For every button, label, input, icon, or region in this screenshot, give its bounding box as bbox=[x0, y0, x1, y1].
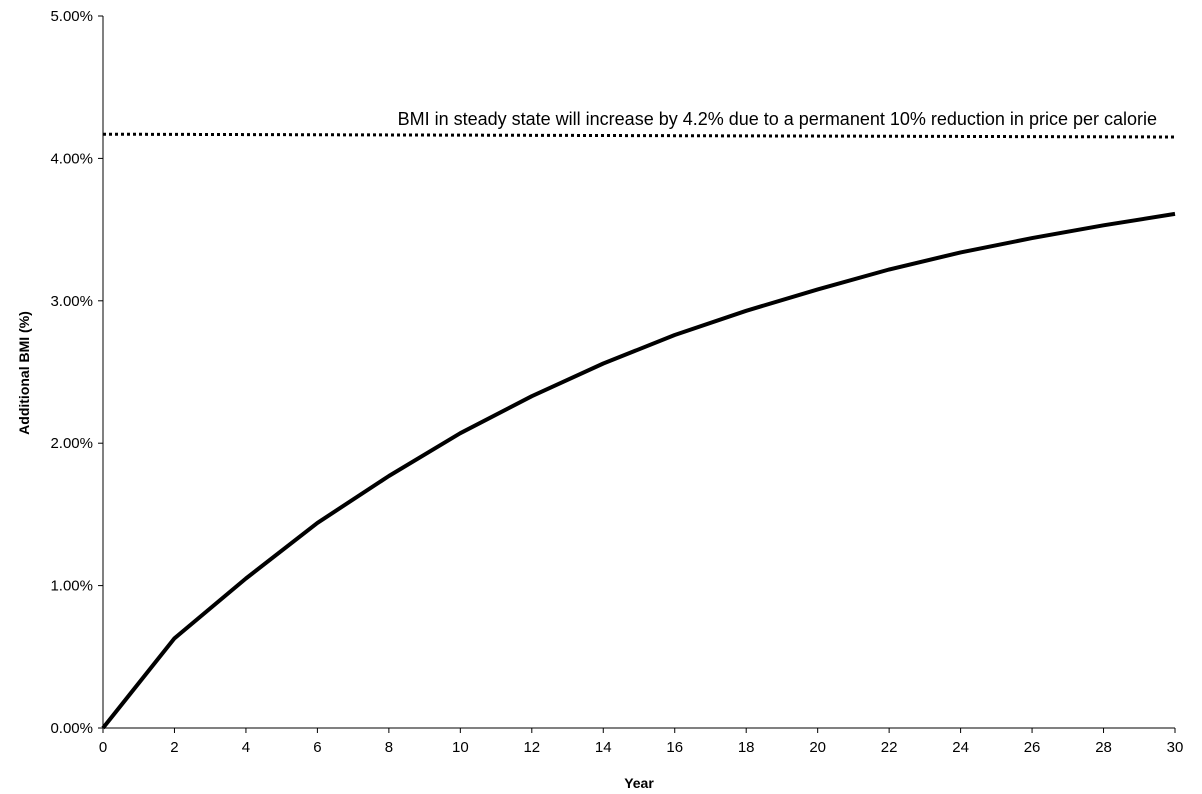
x-tick-label: 22 bbox=[881, 739, 898, 756]
x-tick-label: 20 bbox=[809, 739, 826, 756]
x-tick-labels: 0 2 4 6 8 10 12 14 16 18 20 22 24 26 28 30 bbox=[99, 739, 1184, 756]
series-group bbox=[101, 132, 1176, 730]
bmi-curve-line bbox=[101, 211, 1176, 730]
x-tick-label: 0 bbox=[99, 739, 107, 756]
x-tick-label: 16 bbox=[666, 739, 683, 756]
x-tick-label: 6 bbox=[313, 739, 321, 756]
y-tick-label: 4.00% bbox=[50, 150, 93, 167]
y-axis-title: Additional BMI (%) bbox=[16, 311, 32, 435]
x-axis-title: Year bbox=[624, 775, 654, 791]
y-tick-label: 3.00% bbox=[50, 293, 93, 310]
x-tick-label: 10 bbox=[452, 739, 469, 756]
x-tick-label: 8 bbox=[385, 739, 393, 756]
x-tick-label: 18 bbox=[738, 739, 755, 756]
x-tick-label: 2 bbox=[170, 739, 178, 756]
y-tick-labels: 0.00% 1.00% 2.00% 3.00% 4.00% 5.00% bbox=[50, 8, 93, 737]
x-tick-label: 26 bbox=[1024, 739, 1041, 756]
y-tick-label: 0.00% bbox=[50, 720, 93, 737]
x-tick-label: 30 bbox=[1167, 739, 1184, 756]
x-tick-label: 12 bbox=[523, 739, 540, 756]
x-tick-label: 4 bbox=[242, 739, 250, 756]
y-tick-label: 2.00% bbox=[50, 435, 93, 452]
x-tick-label: 14 bbox=[595, 739, 612, 756]
y-tick-label: 1.00% bbox=[50, 578, 93, 595]
steady-state-line bbox=[102, 132, 1176, 139]
x-tick-label: 28 bbox=[1095, 739, 1112, 756]
x-tick-label: 24 bbox=[952, 739, 969, 756]
y-tick-label: 5.00% bbox=[50, 8, 93, 25]
steady-state-annotation: BMI in steady state will increase by 4.2… bbox=[398, 109, 1157, 129]
